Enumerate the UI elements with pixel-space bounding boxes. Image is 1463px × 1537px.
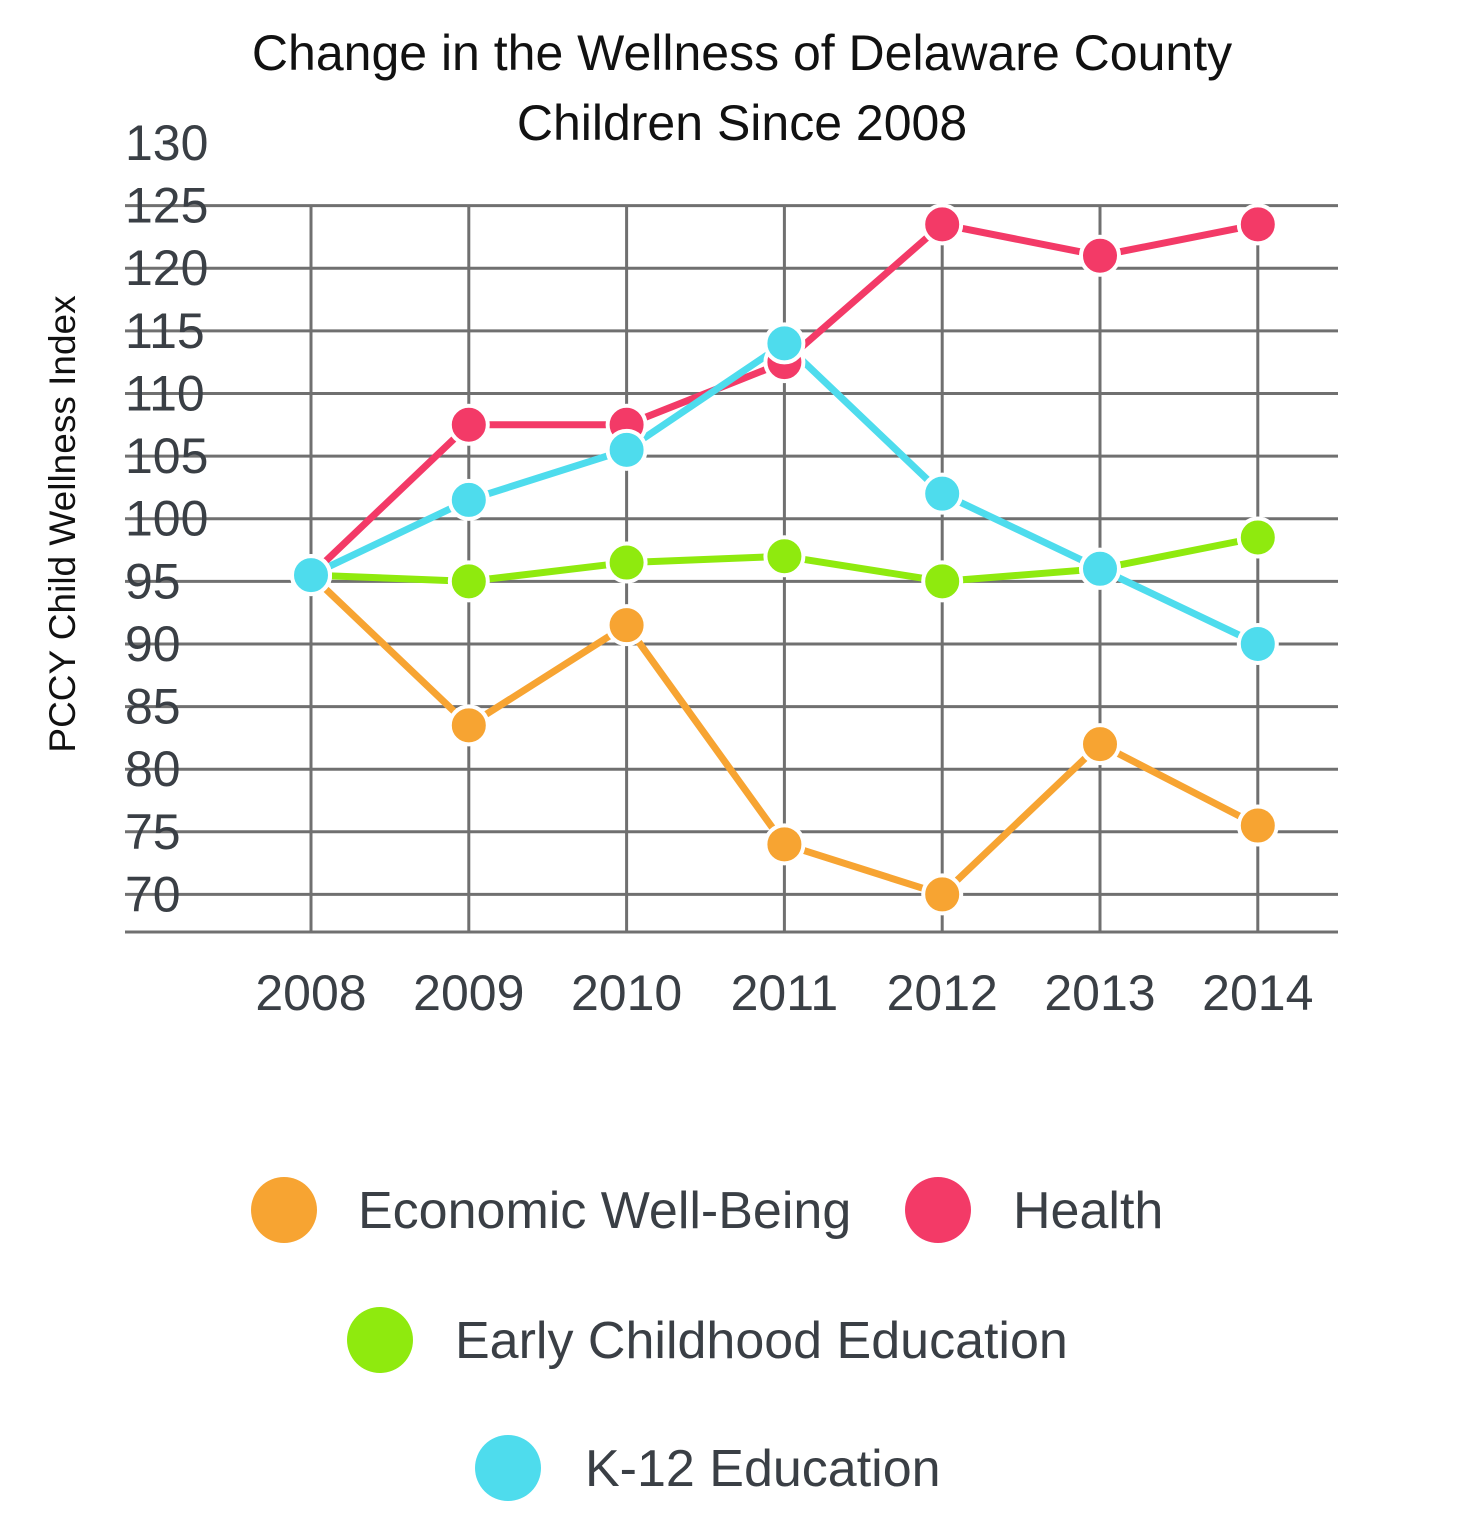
legend-swatch-health (905, 1177, 971, 1243)
y-tick-120: 120 (125, 240, 208, 296)
data-point-health-2014 (1236, 203, 1279, 246)
legend-label-k-12-education: K-12 Education (585, 1440, 941, 1498)
legend-swatch-k-12-education (475, 1435, 541, 1501)
data-point-early-childhood-education-2010 (605, 541, 648, 584)
x-tick-2014: 2014 (1202, 965, 1313, 1021)
data-point-economic-well-being-2013 (1079, 723, 1121, 766)
data-point-k-12-education-2010 (605, 428, 648, 471)
y-tick-125: 125 (125, 178, 208, 234)
data-point-economic-well-being-2011 (763, 823, 806, 866)
y-tick-80: 80 (125, 741, 181, 797)
legend: Economic Well-Being Health Early Childhood… (251, 1177, 1163, 1501)
data-point-economic-well-being-2009 (447, 704, 490, 747)
legend-swatch-economic-well-being (251, 1177, 317, 1243)
x-tick-2012: 2012 (887, 965, 998, 1021)
x-tick-2013: 2013 (1044, 965, 1155, 1021)
y-tick-110: 110 (125, 365, 205, 421)
x-tick-2010: 2010 (571, 965, 682, 1021)
data-point-health-2012 (921, 203, 964, 246)
y-tick-130: 130 (125, 115, 208, 171)
series-points (290, 203, 1279, 916)
data-point-k-12-education-2009 (447, 478, 490, 521)
x-tick-2011: 2011 (731, 965, 839, 1021)
x-axis-ticks: 2008 2009 2010 2011 2012 2013 2014 (255, 965, 1313, 1021)
data-point-health-2009 (447, 403, 490, 446)
y-tick-90: 90 (125, 616, 181, 672)
data-point-early-childhood-education-2012 (921, 560, 964, 603)
data-point-economic-well-being-2012 (921, 873, 964, 916)
y-tick-95: 95 (125, 553, 181, 609)
y-tick-100: 100 (125, 491, 208, 547)
y-axis-label: PCCY Child Wellness Index (42, 295, 83, 753)
data-point-k-12-education-2012 (921, 472, 964, 515)
data-point-k-12-education-2014 (1236, 622, 1279, 665)
y-tick-75: 75 (125, 804, 181, 860)
data-point-economic-well-being-2010 (605, 604, 648, 647)
data-point-k-12-education-2008 (290, 554, 332, 597)
data-point-early-childhood-education-2011 (763, 535, 806, 578)
x-tick-2008: 2008 (255, 965, 366, 1021)
legend-label-health: Health (1013, 1182, 1163, 1240)
data-point-health-2013 (1079, 234, 1121, 277)
data-point-k-12-education-2011 (763, 322, 806, 365)
chart-title-line-2: Children Since 2008 (517, 95, 967, 151)
x-tick-2009: 2009 (413, 965, 524, 1021)
y-tick-115: 115 (125, 303, 205, 359)
chart-title-line-1: Change in the Wellness of Delaware Count… (252, 25, 1232, 81)
legend-swatch-early-childhood-education (347, 1307, 413, 1373)
legend-label-early-childhood-education: Early Childhood Education (455, 1312, 1068, 1370)
y-axis-ticks: 130 125 120 115 110 105 100 95 90 85 80 75 70 (125, 115, 208, 922)
data-point-economic-well-being-2014 (1236, 804, 1279, 847)
data-point-early-childhood-education-2014 (1236, 516, 1279, 559)
legend-label-economic-well-being: Economic Well-Being (358, 1182, 851, 1240)
y-tick-70: 70 (125, 866, 181, 922)
y-tick-105: 105 (125, 428, 208, 484)
data-point-early-childhood-education-2009 (447, 560, 490, 603)
data-point-k-12-education-2013 (1079, 547, 1121, 590)
y-tick-85: 85 (125, 679, 181, 735)
